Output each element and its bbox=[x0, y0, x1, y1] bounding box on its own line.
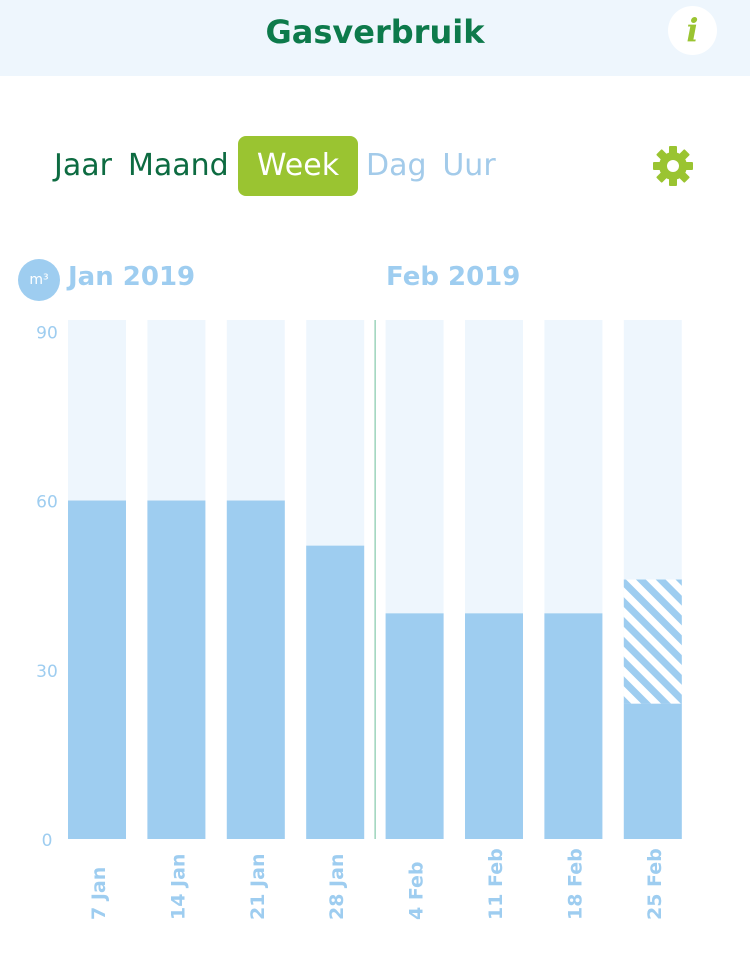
bar bbox=[385, 613, 444, 839]
gear-icon[interactable] bbox=[652, 145, 694, 187]
tab-uur[interactable]: Uur bbox=[442, 148, 496, 183]
page-title: Gasverbruik bbox=[265, 13, 485, 51]
bar bbox=[544, 613, 603, 839]
y-tick-label: 60 bbox=[36, 493, 58, 513]
x-tick-label: 28 Jan bbox=[326, 854, 348, 920]
app-header bbox=[0, 0, 750, 76]
x-tick-label: 7 Jan bbox=[88, 867, 110, 920]
bar bbox=[623, 703, 682, 839]
x-tick-label: 21 Jan bbox=[247, 854, 269, 920]
bar bbox=[68, 500, 126, 839]
month-label-jan: Jan 2019 bbox=[68, 262, 196, 292]
x-tick-label: 14 Jan bbox=[167, 854, 189, 920]
bar bbox=[226, 500, 285, 839]
x-tick-label: 11 Feb bbox=[485, 848, 507, 920]
tab-maand[interactable]: Maand bbox=[128, 148, 229, 183]
bar bbox=[147, 500, 206, 839]
x-tick-label: 4 Feb bbox=[406, 861, 428, 920]
bar-estimate bbox=[623, 579, 682, 704]
x-tick-label: 18 Feb bbox=[564, 848, 586, 920]
bar bbox=[306, 545, 365, 839]
y-tick-label: 0 bbox=[42, 831, 53, 851]
tab-jaar[interactable]: Jaar bbox=[54, 148, 112, 183]
unit-badge: m³ bbox=[18, 259, 60, 301]
y-tick-label: 30 bbox=[36, 662, 58, 682]
month-label-feb: Feb 2019 bbox=[386, 262, 521, 292]
y-tick-label: 90 bbox=[36, 323, 58, 343]
info-icon[interactable]: i bbox=[668, 6, 717, 55]
tab-week[interactable]: Week bbox=[238, 136, 358, 196]
bar bbox=[465, 613, 523, 839]
tab-dag[interactable]: Dag bbox=[366, 148, 427, 183]
x-tick-label: 25 Feb bbox=[644, 848, 666, 920]
bar-chart: 0 30 60 90 7 Jan 14 Jan 21 Jan 28 Jan 4 Feb 11 F… bbox=[36, 320, 682, 920]
